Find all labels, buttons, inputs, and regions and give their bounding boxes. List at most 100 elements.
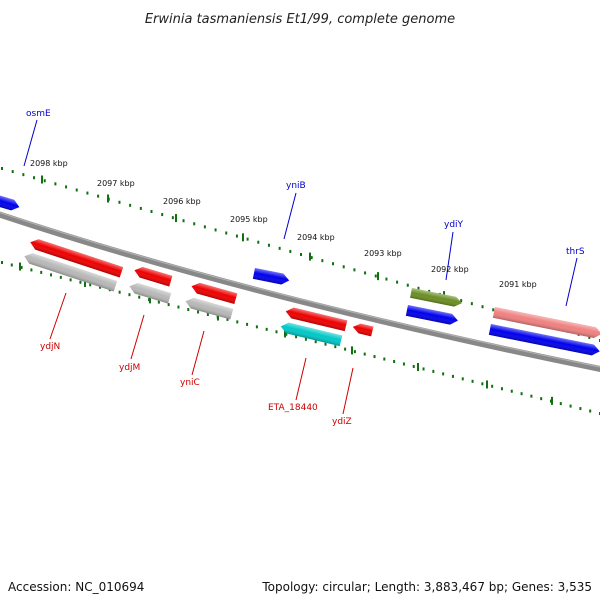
gene-shading	[488, 324, 600, 356]
minor-tick	[300, 253, 302, 256]
minor-tick	[471, 379, 474, 383]
minor-tick	[549, 399, 552, 403]
minor-tick	[393, 360, 396, 364]
minor-tick	[492, 308, 495, 312]
gene-shading	[185, 297, 234, 320]
minor-tick	[589, 409, 592, 413]
gene-label-yniC[interactable]: yniC	[180, 378, 200, 388]
minor-tick	[265, 327, 268, 331]
gene-ETA_18440-rna[interactable]	[279, 321, 343, 347]
major-tick	[284, 329, 286, 338]
minor-tick	[402, 362, 405, 366]
gene-thrS[interactable]	[488, 324, 600, 357]
minor-tick	[344, 347, 347, 351]
minor-tick	[99, 285, 102, 289]
tick-label: 2094 kbp	[297, 233, 335, 242]
gene-ydiY-rna[interactable]	[410, 288, 463, 308]
major-tick	[149, 295, 151, 304]
minor-tick	[417, 286, 420, 290]
tick-label: 2091 kbp	[499, 280, 537, 289]
minor-tick	[50, 273, 53, 277]
gene-label-ydjN[interactable]: ydjN	[40, 342, 60, 352]
gene-osmE[interactable]	[0, 195, 21, 212]
gene-label-ETA_18440[interactable]: ETA_18440	[268, 403, 318, 413]
minor-tick	[396, 280, 399, 284]
minor-tick	[246, 322, 249, 326]
gene-leader-line	[445, 231, 454, 281]
minor-tick	[128, 293, 131, 297]
minor-tick	[69, 278, 72, 282]
minor-tick	[412, 364, 415, 368]
minor-tick	[275, 330, 278, 334]
minor-tick	[461, 377, 464, 381]
minor-tick	[225, 231, 228, 235]
gene-label-thrS[interactable]: thrS	[566, 247, 585, 257]
minor-tick	[255, 325, 258, 329]
minor-tick	[579, 407, 582, 411]
gene-thrS-rna[interactable]	[492, 307, 600, 339]
minor-tick	[588, 335, 591, 339]
map-title: Erwinia tasmaniensis Et1/99, complete ge…	[145, 12, 455, 27]
gene-shading	[24, 253, 118, 292]
minor-tick	[304, 337, 307, 341]
gene-leader-line	[49, 292, 67, 340]
major-tick	[309, 252, 311, 261]
genome-summary-text: Topology: circular; Length: 3,883,467 bp…	[262, 580, 592, 594]
minor-tick	[257, 240, 260, 244]
major-tick	[84, 278, 86, 287]
gene-ETA_18440[interactable]	[284, 306, 348, 332]
gene-yniC-rna[interactable]	[184, 296, 234, 320]
minor-tick	[520, 392, 523, 396]
gene-ydjN[interactable]	[29, 237, 124, 278]
gene-shading	[252, 268, 290, 285]
gene-label-osmE[interactable]: osmE	[26, 109, 51, 119]
gene-ydjN-rna[interactable]	[23, 251, 118, 292]
accession-text: Accession: NC_010694	[8, 580, 145, 594]
tick-label: 2092 kbp	[431, 265, 469, 274]
minor-tick	[10, 263, 13, 267]
minor-tick	[569, 404, 572, 408]
minor-tick	[1, 261, 3, 264]
gene-label-yniB[interactable]: yniB	[286, 181, 306, 191]
minor-tick	[118, 200, 121, 204]
minor-tick	[235, 234, 238, 238]
minor-tick	[285, 332, 288, 336]
gene-shading	[492, 307, 600, 338]
minor-tick	[138, 295, 141, 299]
minor-tick	[364, 271, 367, 275]
minor-tick	[167, 303, 170, 307]
minor-tick	[182, 219, 185, 223]
major-tick	[175, 214, 177, 223]
minor-tick	[236, 320, 239, 324]
tick-label: 2097 kbp	[97, 179, 135, 188]
gene-label-ydiZ[interactable]: ydiZ	[332, 417, 352, 427]
tick-label: 2093 kbp	[364, 249, 402, 258]
gene-yniB[interactable]	[252, 268, 290, 286]
gene-ydiZ[interactable]	[352, 322, 374, 337]
gene-label-ydjM[interactable]: ydjM	[119, 363, 140, 373]
minor-tick	[559, 402, 562, 406]
minor-tick	[374, 274, 377, 278]
minor-tick	[332, 262, 335, 266]
minor-tick	[334, 345, 337, 349]
minor-tick	[43, 179, 46, 183]
major-tick	[107, 194, 109, 203]
gene-ydjM-rna[interactable]	[128, 281, 172, 304]
gene-leader-line	[23, 119, 38, 167]
gene-ydiY[interactable]	[405, 305, 459, 326]
gene-yniC[interactable]	[190, 281, 238, 304]
minor-tick	[206, 312, 209, 316]
minor-tick	[75, 188, 78, 192]
minor-tick	[470, 302, 473, 306]
gene-ydjM[interactable]	[133, 265, 173, 287]
gene-shading	[191, 282, 238, 304]
minor-tick	[246, 237, 249, 241]
minor-tick	[214, 228, 217, 232]
minor-tick	[40, 270, 43, 274]
backbone-layer	[0, 211, 600, 373]
minor-tick	[139, 206, 142, 210]
gene-label-ydiY[interactable]: ydiY	[444, 220, 464, 230]
minor-tick	[324, 342, 327, 346]
minor-tick	[406, 283, 409, 287]
minor-tick	[353, 350, 356, 354]
